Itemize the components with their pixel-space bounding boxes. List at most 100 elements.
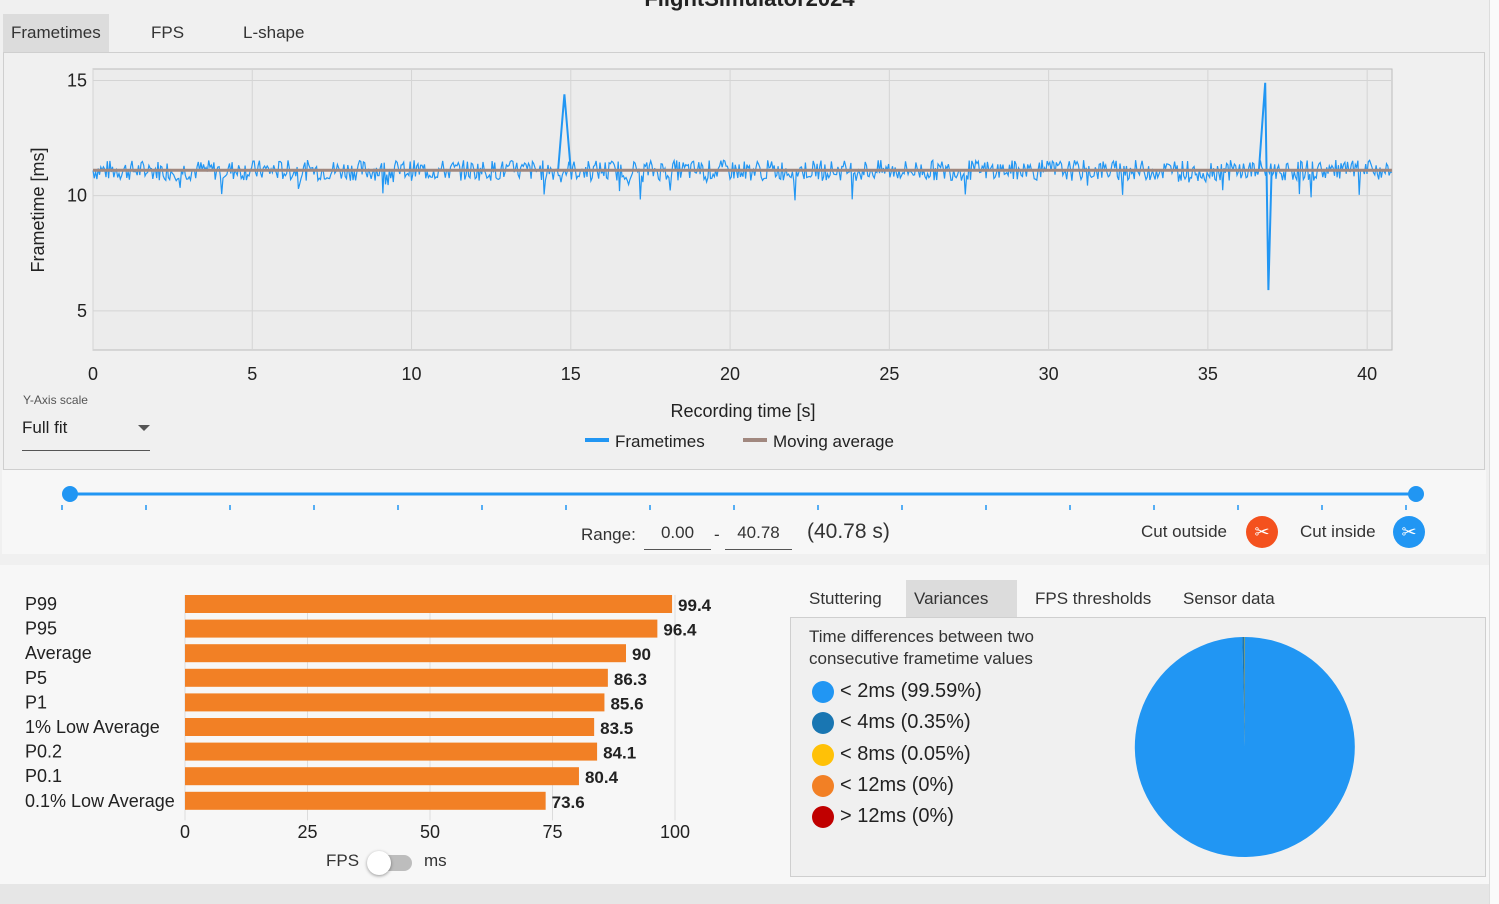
cut-outside-label: Cut outside bbox=[1141, 522, 1227, 541]
bar-category-label: 0.1% Low Average bbox=[25, 791, 175, 811]
y-tick-label: 10 bbox=[67, 186, 87, 206]
range-separator: - bbox=[714, 525, 720, 544]
bar-value-label: 99.4 bbox=[678, 596, 712, 615]
variances-title-line1: Time differences between two bbox=[809, 627, 1034, 646]
bar-category-label: P0.1 bbox=[25, 766, 62, 786]
legend-item-12ms: < 12ms (0%) bbox=[840, 774, 954, 796]
legend-moving-average-swatch bbox=[743, 438, 767, 442]
legend-frametimes-swatch bbox=[585, 438, 609, 442]
x-tick-label: 25 bbox=[297, 822, 317, 842]
tab-fps[interactable]: FPS bbox=[143, 14, 192, 52]
tab-fps-thresholds[interactable]: FPS thresholds bbox=[1027, 580, 1159, 618]
x-tick-label: 50 bbox=[420, 822, 440, 842]
stat-bar bbox=[185, 791, 546, 810]
y-tick-label: 15 bbox=[67, 71, 87, 91]
chevron-down-icon bbox=[138, 425, 150, 431]
tab-frametimes[interactable]: Frametimes bbox=[3, 14, 109, 52]
x-tick-label: 10 bbox=[402, 364, 422, 384]
stat-bar bbox=[185, 767, 579, 786]
tab-label: FPS bbox=[151, 23, 185, 42]
y-axis-scale-select[interactable]: Full fit bbox=[22, 412, 150, 451]
x-tick-label: 5 bbox=[247, 364, 257, 384]
bar-value-label: 85.6 bbox=[610, 694, 643, 713]
legend-item-8ms: < 8ms (0.05%) bbox=[840, 743, 971, 765]
x-tick-label: 40 bbox=[1357, 364, 1377, 384]
frametimes-noise bbox=[92, 158, 1393, 201]
bar-category-label: P99 bbox=[25, 594, 57, 614]
stat-bar bbox=[185, 718, 595, 736]
tab-label: Variances bbox=[914, 589, 989, 608]
range-start-input[interactable]: 0.00 bbox=[644, 517, 711, 550]
x-tick-label: 30 bbox=[1039, 364, 1059, 384]
legend-dot bbox=[812, 775, 834, 797]
x-tick-label: 0 bbox=[180, 822, 190, 842]
legend-dot bbox=[812, 806, 834, 828]
scissors-icon: ✂ bbox=[1254, 522, 1270, 542]
range-duration: (40.78 s) bbox=[807, 520, 890, 543]
toggle-left-label: FPS bbox=[326, 851, 360, 870]
variances-pie-chart bbox=[1134, 636, 1355, 857]
bar-category-label: 1% Low Average bbox=[25, 717, 160, 737]
vertical-scrollbar[interactable] bbox=[1489, 0, 1499, 904]
x-tick-label: 25 bbox=[879, 364, 899, 384]
x-tick-label: 0 bbox=[88, 364, 98, 384]
x-tick-label: 20 bbox=[720, 364, 740, 384]
tab-label: Stuttering bbox=[809, 589, 882, 608]
tab-l-shape[interactable]: L-shape bbox=[235, 14, 312, 52]
bar-category-label: P0.2 bbox=[25, 742, 62, 762]
footer-strip bbox=[0, 884, 1490, 904]
cut-inside-button[interactable]: ✂ bbox=[1393, 516, 1425, 548]
x-tick-label: 15 bbox=[561, 364, 581, 384]
bar-value-label: 83.5 bbox=[600, 719, 633, 738]
range-label: Range: bbox=[581, 525, 636, 544]
app-title: FlightSimulator2024 bbox=[0, 0, 1499, 12]
stat-bar bbox=[185, 595, 673, 613]
bar-value-label: 96.4 bbox=[663, 621, 697, 640]
legend-moving-average-label: Moving average bbox=[773, 432, 894, 451]
tab-label: L-shape bbox=[243, 23, 305, 42]
tab-label: Frametimes bbox=[11, 23, 101, 42]
stat-bar bbox=[185, 668, 608, 687]
legend-dot bbox=[812, 712, 834, 734]
bar-value-label: 80.4 bbox=[585, 768, 619, 787]
legend-dot bbox=[812, 744, 834, 766]
legend-frametimes-label: Frametimes bbox=[615, 432, 705, 451]
cut-outside-button[interactable]: ✂ bbox=[1246, 516, 1278, 548]
y-axis-scale-caption: Y-Axis scale bbox=[23, 393, 88, 407]
statistics-bar-chart: 0 25 50 75 100 P99 99.4 P95 96.4 Average 90 P5 86.3 P… bbox=[25, 594, 712, 842]
range-end-input[interactable]: 40.78 bbox=[725, 517, 792, 550]
stat-bar bbox=[185, 644, 626, 663]
slider-end-handle[interactable] bbox=[1408, 486, 1424, 502]
pie-slice bbox=[1242, 637, 1245, 747]
toggle-thumb[interactable] bbox=[367, 851, 391, 875]
frametime-chart: 0 5 10 15 20 25 30 35 40 5 10 15 Frametime [ms] Rec… bbox=[28, 68, 1393, 451]
y-axis-label: Frametime [ms] bbox=[28, 147, 48, 272]
pie-slice bbox=[1134, 637, 1355, 857]
tab-sensor-data[interactable]: Sensor data bbox=[1175, 580, 1283, 618]
y-axis-scale-value: Full fit bbox=[22, 418, 68, 437]
stat-bar bbox=[185, 693, 605, 712]
tab-stuttering[interactable]: Stuttering bbox=[801, 580, 890, 618]
stat-bar bbox=[185, 742, 598, 761]
bar-category-label: Average bbox=[25, 643, 92, 663]
range-slider[interactable] bbox=[0, 470, 1499, 510]
bar-value-label: 90 bbox=[632, 645, 651, 664]
scissors-icon: ✂ bbox=[1401, 522, 1417, 542]
legend-item-over-12ms: > 12ms (0%) bbox=[840, 805, 954, 827]
bar-category-label: P1 bbox=[25, 692, 47, 712]
toggle-right-label: ms bbox=[424, 851, 447, 870]
range-panel bbox=[2, 470, 1486, 554]
variances-title-line2: consecutive frametime values bbox=[809, 649, 1033, 668]
tab-label: FPS thresholds bbox=[1035, 589, 1152, 608]
stat-bar bbox=[185, 619, 658, 638]
x-tick-label: 100 bbox=[660, 822, 690, 842]
x-axis-label: Recording time [s] bbox=[670, 401, 815, 421]
y-tick-label: 5 bbox=[77, 301, 87, 321]
slider-start-handle[interactable] bbox=[62, 486, 78, 502]
legend-item-4ms: < 4ms (0.35%) bbox=[840, 711, 971, 733]
bar-value-label: 73.6 bbox=[552, 793, 585, 812]
legend-item-2ms: < 2ms (99.59%) bbox=[840, 680, 982, 702]
tab-variances[interactable]: Variances bbox=[906, 580, 1017, 618]
x-tick-label: 75 bbox=[542, 822, 562, 842]
cut-inside-label: Cut inside bbox=[1300, 522, 1376, 541]
